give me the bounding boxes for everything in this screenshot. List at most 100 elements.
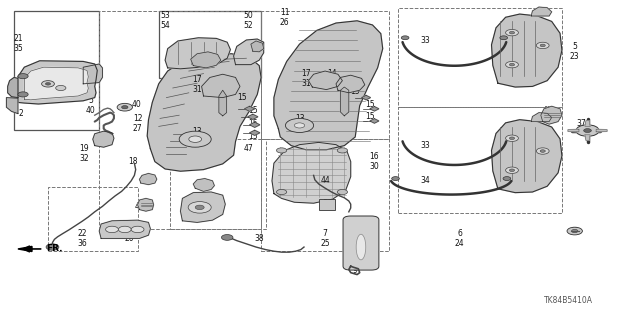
Text: 1
4: 1 4 (56, 80, 61, 99)
Circle shape (500, 36, 508, 40)
Text: 40: 40 (131, 100, 141, 108)
Polygon shape (362, 95, 371, 100)
Circle shape (122, 106, 128, 109)
Polygon shape (596, 129, 607, 132)
Polygon shape (18, 61, 97, 104)
Polygon shape (83, 64, 102, 84)
Text: 46: 46 (512, 122, 522, 131)
Circle shape (276, 148, 287, 153)
Circle shape (509, 169, 515, 172)
Text: 33: 33 (420, 141, 431, 150)
Text: 15: 15 (365, 100, 375, 108)
Text: FR.: FR. (46, 244, 63, 253)
Polygon shape (251, 41, 264, 52)
Circle shape (572, 229, 578, 233)
Text: 15: 15 (248, 132, 258, 140)
Circle shape (118, 226, 131, 233)
Text: 16
30: 16 30 (369, 152, 380, 171)
Polygon shape (531, 113, 552, 122)
Text: 13
28: 13 28 (192, 127, 202, 145)
Polygon shape (250, 122, 260, 127)
Circle shape (285, 118, 314, 132)
Text: 15: 15 (105, 133, 115, 142)
Circle shape (179, 131, 211, 147)
Polygon shape (585, 135, 590, 140)
Polygon shape (202, 74, 240, 98)
Text: 7
25: 7 25 (320, 229, 330, 248)
Text: 49
51: 49 51 (198, 52, 209, 70)
Text: 17
31: 17 31 (192, 76, 202, 94)
Text: 38: 38 (254, 234, 264, 243)
Polygon shape (568, 129, 579, 132)
Circle shape (506, 135, 518, 141)
Circle shape (584, 129, 591, 132)
Text: 15: 15 (365, 112, 375, 121)
Text: 14
29: 14 29 (326, 69, 337, 88)
Polygon shape (234, 39, 264, 65)
Circle shape (576, 125, 599, 136)
Circle shape (503, 177, 511, 180)
Circle shape (509, 31, 515, 34)
Text: 48: 48 (538, 154, 548, 163)
Text: 10: 10 (365, 228, 375, 236)
Text: 41: 41 (542, 106, 552, 115)
Text: 41: 41 (134, 202, 145, 211)
Polygon shape (370, 107, 379, 111)
Text: 39: 39 (185, 205, 195, 214)
Text: 18: 18 (129, 157, 138, 166)
Circle shape (117, 103, 132, 111)
Polygon shape (165, 38, 230, 69)
Polygon shape (138, 198, 154, 211)
Circle shape (337, 148, 348, 153)
Polygon shape (531, 7, 552, 16)
Polygon shape (6, 98, 18, 114)
Polygon shape (541, 106, 562, 124)
Circle shape (56, 85, 66, 91)
Text: 46: 46 (512, 16, 522, 25)
Text: 15: 15 (237, 93, 247, 102)
Circle shape (536, 148, 549, 154)
Text: 44: 44 (320, 176, 330, 185)
Polygon shape (272, 142, 351, 203)
Text: 2: 2 (18, 109, 23, 118)
Polygon shape (250, 130, 260, 135)
Text: 8: 8 (323, 199, 328, 208)
Polygon shape (191, 52, 221, 68)
Polygon shape (308, 71, 342, 90)
Polygon shape (180, 192, 225, 222)
Ellipse shape (356, 234, 366, 260)
Text: 22
36: 22 36 (77, 229, 87, 248)
Text: 42: 42 (570, 228, 580, 236)
Polygon shape (193, 179, 214, 191)
Text: 15: 15 (248, 106, 258, 115)
Polygon shape (370, 119, 379, 123)
Circle shape (189, 136, 202, 142)
Polygon shape (274, 21, 383, 150)
Polygon shape (336, 75, 365, 93)
Circle shape (45, 83, 51, 85)
Polygon shape (340, 87, 349, 116)
Circle shape (509, 137, 515, 140)
Text: 34: 34 (420, 176, 431, 185)
Circle shape (18, 92, 28, 97)
Circle shape (506, 29, 518, 36)
Text: 13
28: 13 28 (294, 114, 305, 132)
Circle shape (294, 123, 305, 128)
Text: 9: 9 (353, 266, 358, 275)
Text: 43: 43 (198, 181, 209, 190)
Circle shape (506, 61, 518, 68)
Circle shape (506, 167, 518, 173)
Circle shape (131, 226, 144, 233)
Circle shape (540, 44, 545, 47)
Circle shape (536, 42, 549, 49)
Polygon shape (585, 121, 590, 126)
Text: 47: 47 (243, 144, 253, 153)
Polygon shape (147, 54, 261, 171)
Polygon shape (244, 106, 255, 111)
Polygon shape (492, 120, 562, 193)
Circle shape (540, 150, 545, 152)
Polygon shape (93, 131, 114, 147)
Text: TK84B5410A: TK84B5410A (544, 296, 593, 305)
Text: 19
32: 19 32 (79, 144, 90, 163)
Circle shape (18, 74, 28, 79)
